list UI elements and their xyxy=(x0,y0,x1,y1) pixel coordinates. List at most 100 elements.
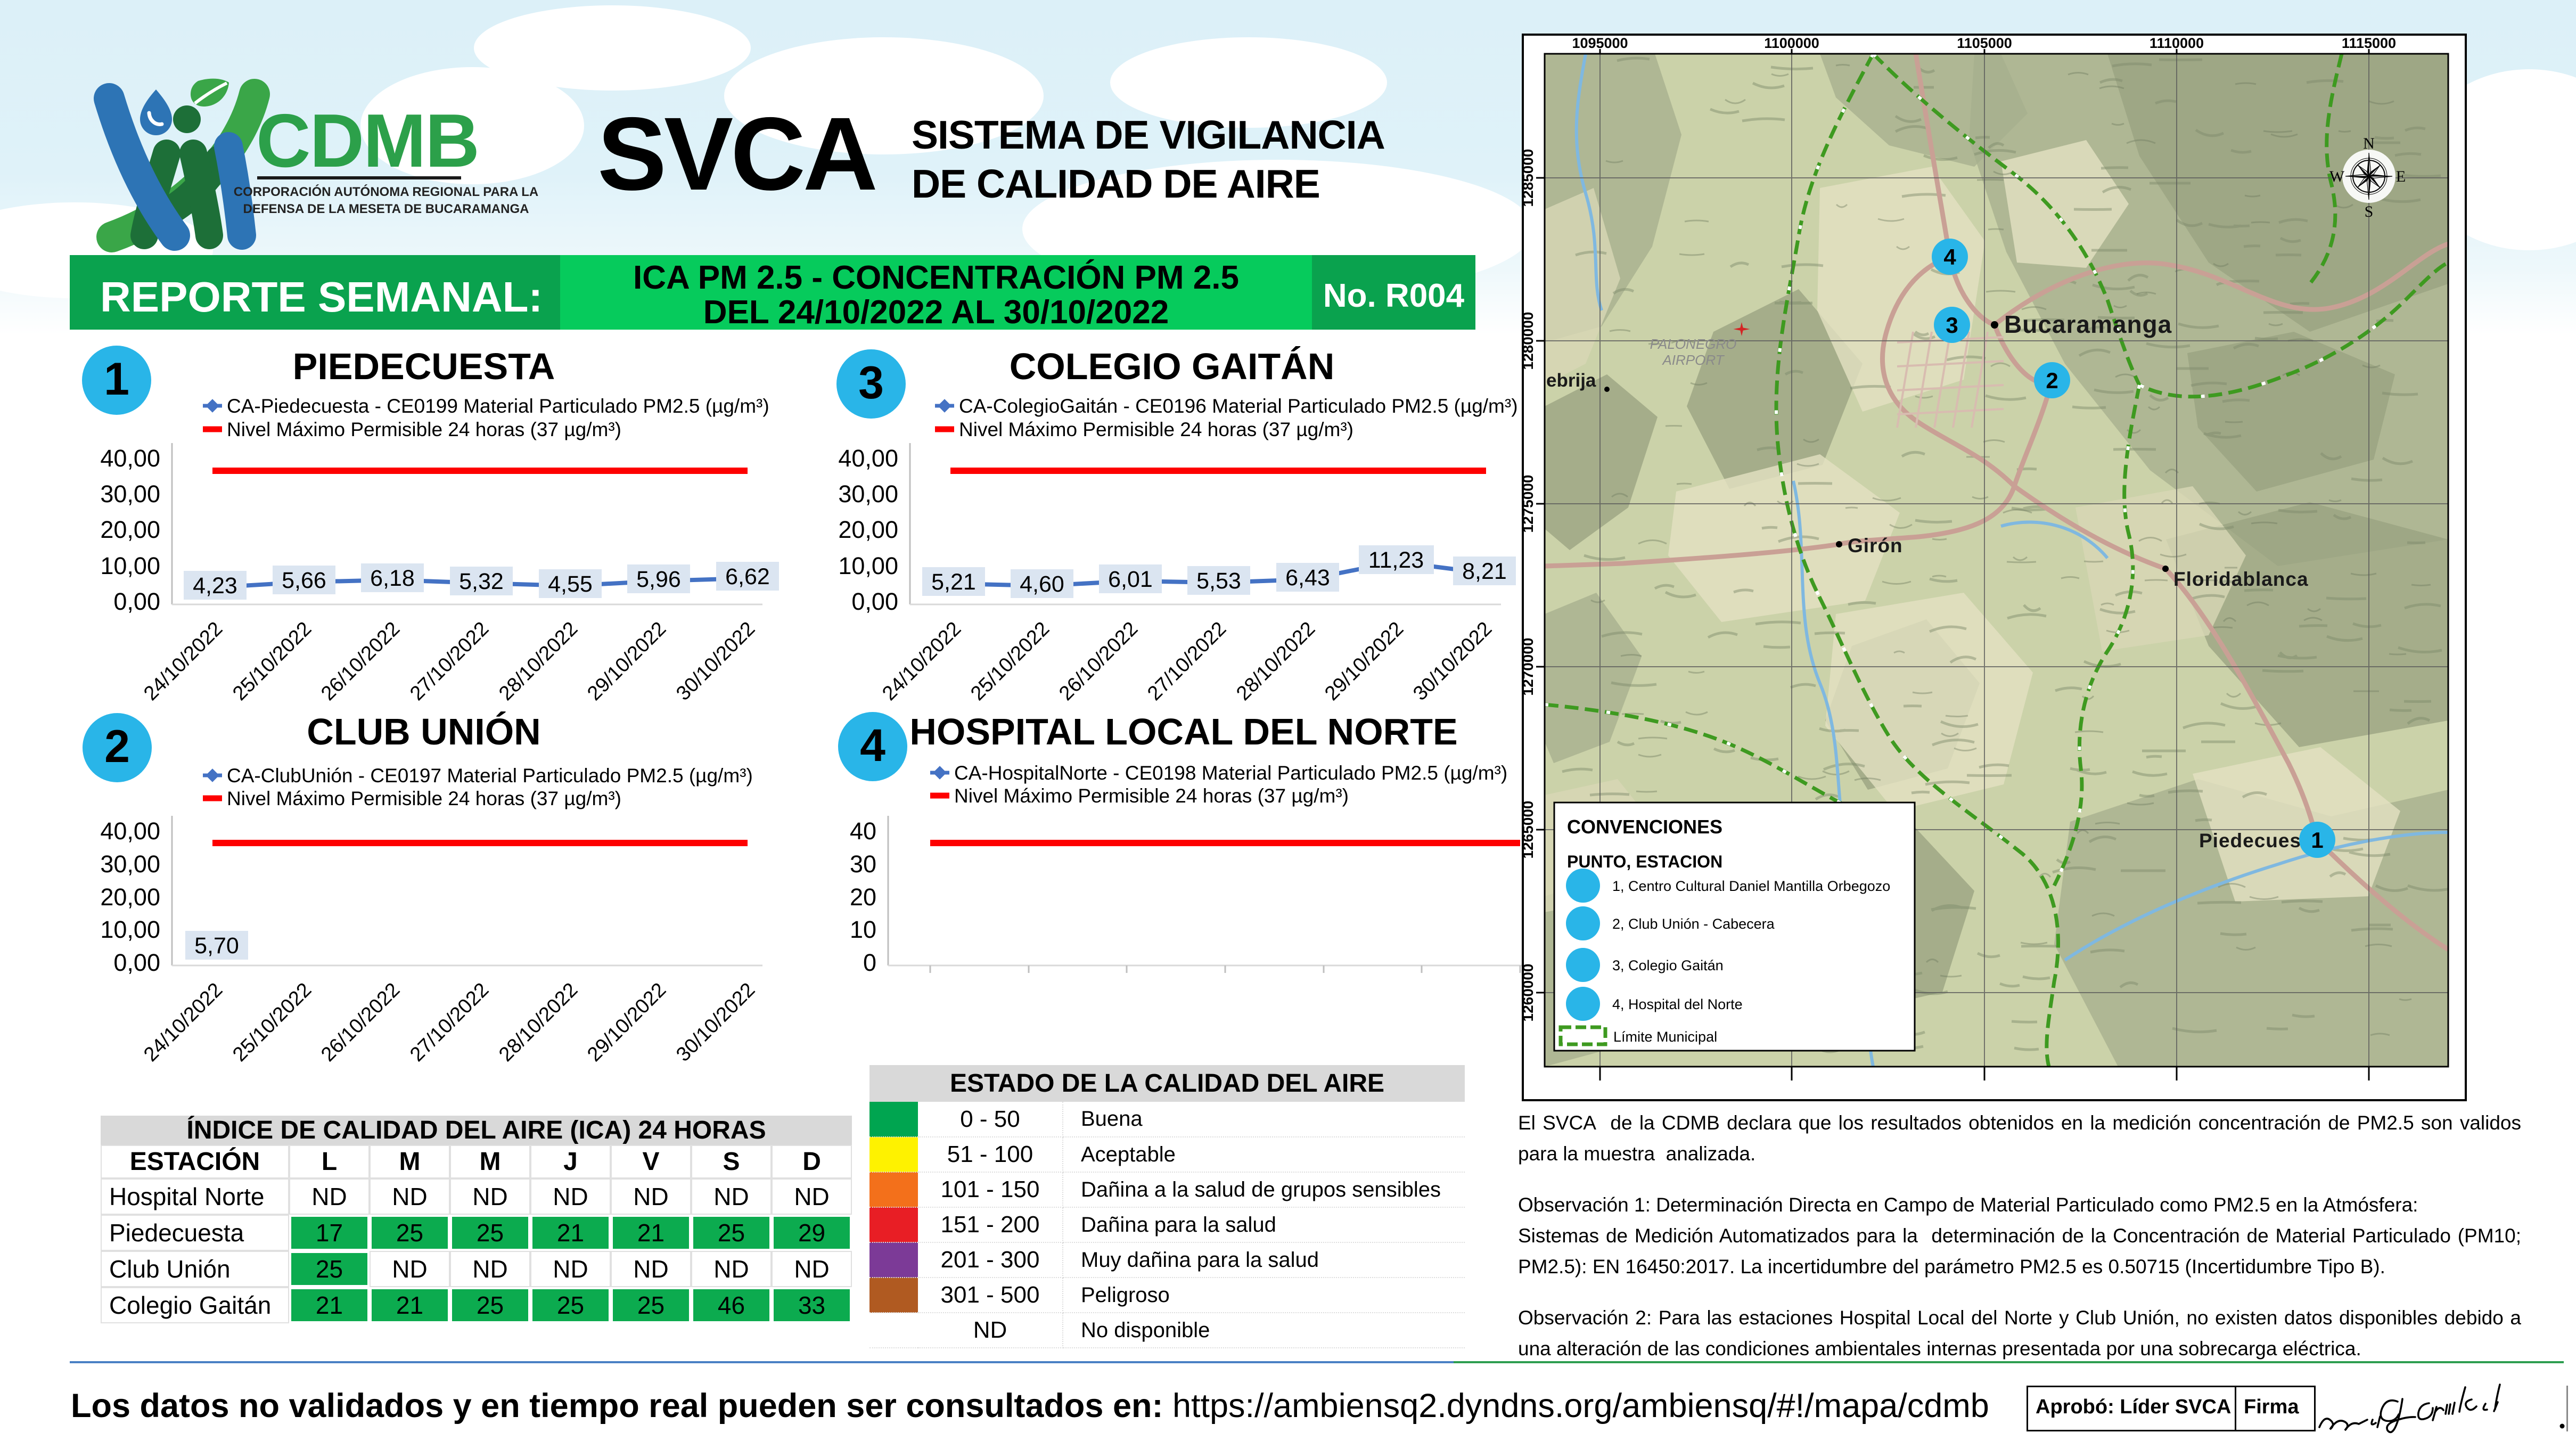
svg-text:25/10/2022: 25/10/2022 xyxy=(228,618,316,705)
svg-text:30/10/2022: 30/10/2022 xyxy=(1409,618,1496,705)
svg-text:4,23: 4,23 xyxy=(193,573,237,599)
svg-text:Bucaramanga: Bucaramanga xyxy=(2004,310,2172,338)
svg-text:Nivel Máximo Permisible 24 hor: Nivel Máximo Permisible 24 horas (37 µg/… xyxy=(959,419,1353,440)
svg-text:25/10/2022: 25/10/2022 xyxy=(966,618,1054,705)
svg-text:30/10/2022: 30/10/2022 xyxy=(672,618,759,705)
svg-text:CA-Piedecuesta - CE0199 Mater: CA-Piedecuesta - CE0199 Material Particu… xyxy=(227,395,769,417)
svg-text:27/10/2022: 27/10/2022 xyxy=(1143,618,1230,705)
svg-text:0: 0 xyxy=(863,949,876,976)
svg-text:30,00: 30,00 xyxy=(100,480,160,507)
svg-text:30/10/2022: 30/10/2022 xyxy=(672,979,759,1066)
svg-text:28/10/2022: 28/10/2022 xyxy=(495,979,582,1066)
svg-text:5,66: 5,66 xyxy=(282,568,326,593)
svg-text:Nivel Máximo Permisible 24 hor: Nivel Máximo Permisible 24 horas (37 µg/… xyxy=(227,788,621,809)
svg-text:5,53: 5,53 xyxy=(1196,568,1241,594)
svg-text:24/10/2022: 24/10/2022 xyxy=(878,618,965,705)
svg-text:28/10/2022: 28/10/2022 xyxy=(495,618,582,705)
svg-text:CDMB: CDMB xyxy=(256,99,479,183)
svg-text:4,55: 4,55 xyxy=(548,571,593,597)
svg-text:1105000: 1105000 xyxy=(1957,35,2012,51)
svg-text:1100000: 1100000 xyxy=(1764,35,1819,51)
svg-text:20,00: 20,00 xyxy=(100,516,160,543)
svg-text:6,01: 6,01 xyxy=(1108,567,1153,592)
svg-text:1270000: 1270000 xyxy=(1522,637,1536,695)
svg-text:2, Club Unión - Cabecera: 2, Club Unión - Cabecera xyxy=(1612,916,1775,932)
svg-text:4: 4 xyxy=(1943,244,1956,269)
svg-text:CA-ColegioGaitán - CE0196 Mat: CA-ColegioGaitán - CE0196 Material Parti… xyxy=(959,395,1518,417)
svg-text:20,00: 20,00 xyxy=(838,516,898,543)
svg-text:3, Colegio Gaitán: 3, Colegio Gaitán xyxy=(1612,957,1724,973)
svg-text:20,00: 20,00 xyxy=(100,883,160,911)
svg-text:24/10/2022: 24/10/2022 xyxy=(140,979,227,1066)
svg-text:6,18: 6,18 xyxy=(370,566,415,591)
svg-text:0,00: 0,00 xyxy=(113,588,160,615)
svg-text:1: 1 xyxy=(2311,828,2323,853)
svg-text:40,00: 40,00 xyxy=(100,445,160,472)
svg-text:1, Centro Cultural Daniel Mant: 1, Centro Cultural Daniel Mantilla Orbeg… xyxy=(1612,878,1890,894)
svg-text:1265000: 1265000 xyxy=(1522,800,1536,858)
svg-text:24/10/2022: 24/10/2022 xyxy=(140,618,227,705)
svg-text:Nivel Máximo Permisible 24 hor: Nivel Máximo Permisible 24 horas (37 µg/… xyxy=(954,785,1349,807)
svg-text:Floridablanca: Floridablanca xyxy=(2173,568,2309,590)
svg-text:30,00: 30,00 xyxy=(838,480,898,507)
svg-text:CLUB UNIÓN: CLUB UNIÓN xyxy=(307,711,540,752)
svg-text:5,32: 5,32 xyxy=(459,569,504,594)
svg-text:27/10/2022: 27/10/2022 xyxy=(406,618,493,705)
svg-text:1275000: 1275000 xyxy=(1522,474,1536,533)
svg-text:CA-HospitalNorte - CE0198 Mat: CA-HospitalNorte - CE0198 Material Parti… xyxy=(954,762,1507,784)
svg-text:W: W xyxy=(2329,168,2345,185)
svg-text:30: 30 xyxy=(850,850,876,878)
svg-text:26/10/2022: 26/10/2022 xyxy=(1055,618,1142,705)
svg-text:30,00: 30,00 xyxy=(100,850,160,878)
svg-text:3: 3 xyxy=(1946,313,1958,338)
svg-text:CORPORACIÓN AUTÓNOMA REGIONAL: CORPORACIÓN AUTÓNOMA REGIONAL PARA LA xyxy=(234,184,538,199)
svg-text:20: 20 xyxy=(850,883,876,911)
svg-text:11,23: 11,23 xyxy=(1368,547,1424,573)
svg-text:4,60: 4,60 xyxy=(1020,571,1064,597)
svg-text:40: 40 xyxy=(850,817,876,845)
svg-text:0,00: 0,00 xyxy=(851,588,898,615)
svg-text:E: E xyxy=(2396,168,2406,185)
svg-text:1285000: 1285000 xyxy=(1522,149,1536,207)
svg-text:26/10/2022: 26/10/2022 xyxy=(317,618,404,705)
svg-text:0,00: 0,00 xyxy=(113,949,160,976)
svg-text:25/10/2022: 25/10/2022 xyxy=(228,979,316,1066)
svg-text:27/10/2022: 27/10/2022 xyxy=(406,979,493,1066)
svg-text:COLEGIO GAITÁN: COLEGIO GAITÁN xyxy=(1010,346,1335,387)
svg-text:1110000: 1110000 xyxy=(2150,35,2204,51)
svg-text:PIEDECUESTA: PIEDECUESTA xyxy=(293,346,555,387)
svg-text:2: 2 xyxy=(2046,368,2058,393)
svg-text:5,96: 5,96 xyxy=(636,567,681,592)
svg-text:28/10/2022: 28/10/2022 xyxy=(1232,618,1319,705)
svg-text:1260000: 1260000 xyxy=(1522,963,1536,1021)
svg-text:5,70: 5,70 xyxy=(194,933,239,959)
svg-text:40,00: 40,00 xyxy=(100,817,160,845)
svg-text:29/10/2022: 29/10/2022 xyxy=(583,979,670,1066)
svg-text:N: N xyxy=(2363,135,2375,152)
svg-text:10,00: 10,00 xyxy=(838,552,898,579)
svg-text:10: 10 xyxy=(850,916,876,943)
svg-text:8,21: 8,21 xyxy=(1462,559,1507,584)
svg-text:10,00: 10,00 xyxy=(100,916,160,943)
svg-text:Límite Municipal: Límite Municipal xyxy=(1613,1029,1717,1045)
svg-text:DEFENSA DE LA MESETA DE BUCARA: DEFENSA DE LA MESETA DE BUCARAMANGA xyxy=(243,202,529,216)
svg-text:40,00: 40,00 xyxy=(838,445,898,472)
svg-text:29/10/2022: 29/10/2022 xyxy=(583,618,670,705)
svg-text:PUNTO, ESTACION: PUNTO, ESTACION xyxy=(1567,852,1722,871)
svg-text:CA-ClubUnión - CE0197 Material: CA-ClubUnión - CE0197 Material Particula… xyxy=(227,765,753,787)
svg-text:ebrija: ebrija xyxy=(1546,370,1596,391)
svg-text:1115000: 1115000 xyxy=(2342,35,2396,51)
svg-text:S: S xyxy=(2365,203,2374,220)
svg-text:6,62: 6,62 xyxy=(725,564,770,590)
svg-text:AIRPORT: AIRPORT xyxy=(1661,352,1725,368)
svg-text:29/10/2022: 29/10/2022 xyxy=(1320,618,1408,705)
svg-text:CONVENCIONES: CONVENCIONES xyxy=(1567,816,1722,838)
svg-text:Girón: Girón xyxy=(1848,535,1903,556)
svg-text:1280000: 1280000 xyxy=(1522,312,1536,370)
svg-text:HOSPITAL LOCAL DEL NORTE: HOSPITAL LOCAL DEL NORTE xyxy=(909,711,1457,752)
svg-text:26/10/2022: 26/10/2022 xyxy=(317,979,404,1066)
svg-text:4, Hospital del Norte: 4, Hospital del Norte xyxy=(1612,996,1743,1012)
svg-text:6,43: 6,43 xyxy=(1285,565,1330,591)
svg-text:1095000: 1095000 xyxy=(1572,35,1628,51)
svg-text:10,00: 10,00 xyxy=(100,552,160,579)
